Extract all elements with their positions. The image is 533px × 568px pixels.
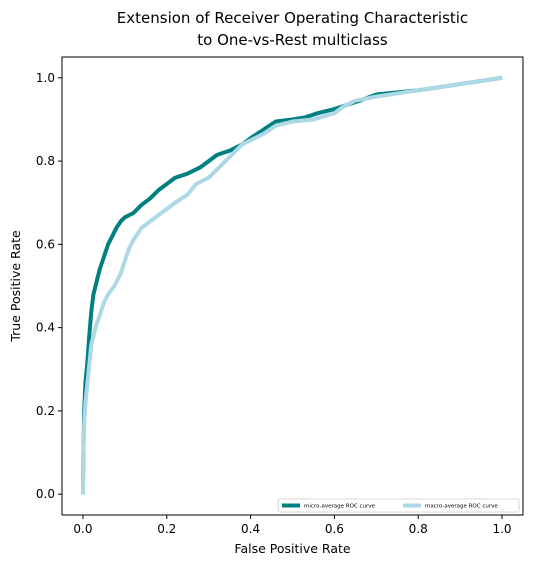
legend-box [277,498,520,513]
legend-label: micro-average ROC curve [304,504,376,510]
legend: micro-average ROC curve macro-average ROC… [277,498,520,513]
chart-title-line-1: Extension of Receiver Operating Characte… [117,9,468,27]
series-group [80,75,503,495]
y-tick-label: 1.0 [36,71,55,85]
y-tick-label: 0.8 [36,154,55,168]
series-line-macro-average [80,75,503,495]
y-axis-label: True Positive Rate [8,230,23,343]
chart-title-line-2: to One-vs-Rest multiclass [197,31,388,49]
plot-area [61,56,524,516]
x-tick-label: 0.4 [241,522,260,536]
x-tick-label: 0.0 [73,522,92,536]
x-tick-label: 0.8 [409,522,428,536]
legend-label: macro-average ROC curve [425,504,498,510]
y-tick-label: 0.6 [36,237,55,251]
y-tick-label: 0.2 [36,404,55,418]
y-tick-label: 0.4 [36,321,55,335]
x-axis-label: False Positive Rate [234,541,350,556]
series-line-micro-average [80,75,503,495]
y-tick-label: 0.0 [36,487,55,501]
x-tick-label: 0.2 [157,522,176,536]
x-tick-label: 0.6 [325,522,344,536]
x-tick-label: 1.0 [492,522,511,536]
axis-ticks: 0.0 0.2 0.4 0.6 0.8 1.0 0.0 0.2 0.4 0.6 0.8 1.0 [36,71,512,536]
